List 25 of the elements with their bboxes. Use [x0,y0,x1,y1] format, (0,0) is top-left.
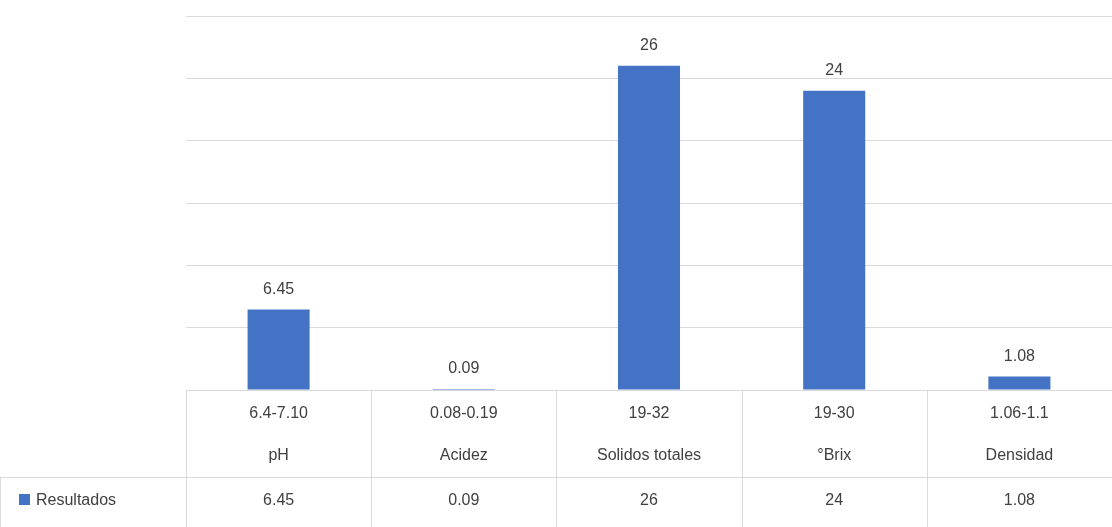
annotation: 1.08 [1003,346,1036,364]
bar [617,65,681,390]
annotation: 0.09 [448,358,480,376]
data-label: 1.08 [1003,491,1036,508]
annotation: 6.45 [263,279,295,297]
data-label: 26 [640,491,658,508]
bar [803,90,866,390]
text: 0.08-0.19 [430,404,498,421]
data-label: 6.45 [263,491,295,508]
x-tick-label: Acidez [439,446,488,463]
x-tick-label: Solidos totales [596,446,702,463]
annotation: 26 [640,35,658,53]
bar [988,376,1051,390]
x-tick-label: pH [268,446,289,463]
x-tick-label: Densidad [985,446,1054,463]
data-label: 0.09 [448,491,480,508]
legend-label: Resultados [36,491,117,508]
data-label: 24 [825,491,844,508]
annotation: 24 [825,60,844,78]
text: 19-30 [813,404,855,421]
bar [247,309,310,390]
text: 6.4-7.10 [249,404,309,421]
text: 19-32 [628,404,670,421]
x-tick-label: °Brix [817,446,852,463]
text: 1.06-1.1 [990,404,1049,421]
